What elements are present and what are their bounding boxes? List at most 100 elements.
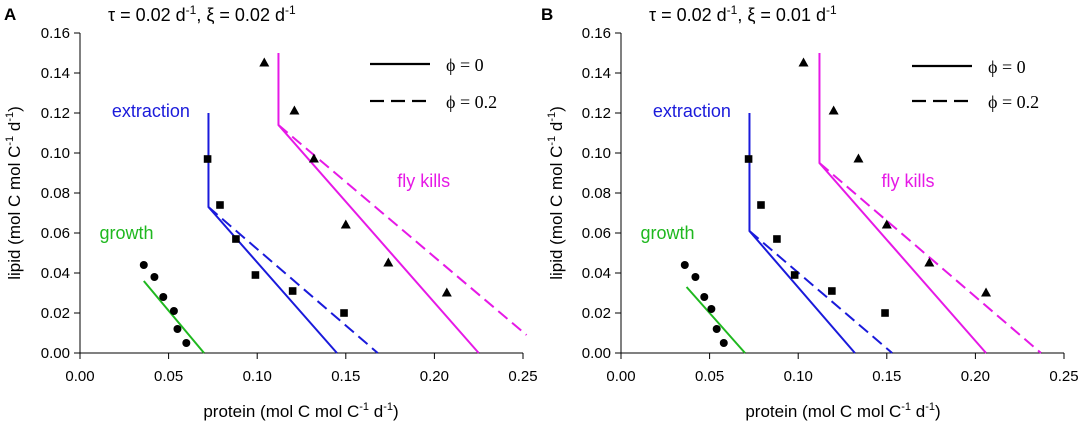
- x-tick-label: 0.05: [154, 368, 183, 385]
- annotation-label: extraction: [112, 101, 190, 121]
- data-point-circle: [691, 273, 700, 281]
- data-point-square: [744, 155, 753, 163]
- data-point-circle: [182, 339, 191, 347]
- y-tick-label: 0.06: [582, 225, 611, 242]
- x-tick-label: 0.00: [606, 368, 635, 385]
- legend-label: ϕ = 0.2: [988, 92, 1039, 112]
- series-line: [818, 162, 1042, 354]
- x-tick-label: 0.25: [1049, 368, 1078, 385]
- data-point-triangle: [881, 219, 892, 229]
- data-point-triangle: [924, 257, 935, 267]
- data-point-square: [232, 235, 240, 243]
- y-axis-label-a: lipid (mol C mol C-1 d-1): [4, 106, 24, 280]
- y-tick-label: 0.02: [582, 305, 611, 322]
- y-tick-label: 0.02: [41, 305, 70, 322]
- annotation-label: growth: [99, 223, 153, 243]
- data-point-circle: [139, 261, 148, 269]
- y-tick-label: 0.00: [582, 345, 611, 362]
- x-tick-label: 0.10: [243, 368, 272, 385]
- y-tick-label: 0.10: [582, 145, 611, 162]
- x-tick-label: 0.10: [784, 368, 813, 385]
- data-point-square: [216, 201, 224, 209]
- x-axis-label-a: protein (mol C mol C-1 d-1): [203, 401, 398, 421]
- y-tick-label: 0.06: [41, 225, 70, 242]
- data-point-circle: [173, 325, 182, 333]
- y-tick-label: 0.14: [582, 65, 611, 82]
- y-tick-label: 0.16: [41, 25, 70, 42]
- series-line: [748, 113, 856, 354]
- panel-label-b: B: [541, 5, 553, 24]
- series-line: [207, 113, 338, 354]
- y-tick-label: 0.08: [41, 185, 70, 202]
- series-line: [818, 53, 987, 354]
- x-tick-label: 0.20: [961, 368, 990, 385]
- y-axis-label-b: lipid (mol C mol C-1 d-1): [546, 106, 566, 280]
- series-line: [207, 206, 379, 354]
- x-tick-label: 0.05: [695, 368, 724, 385]
- data-point-circle: [707, 305, 716, 313]
- data-point-square: [251, 271, 260, 279]
- x-tick-label: 0.00: [65, 368, 94, 385]
- y-tick-label: 0.14: [41, 65, 70, 82]
- x-tick-label: 0.25: [508, 368, 537, 385]
- x-tick-label: 0.20: [420, 368, 449, 385]
- data-point-triangle: [308, 153, 319, 163]
- data-point-square: [203, 155, 212, 163]
- data-point-square: [828, 287, 836, 295]
- legend-b: ϕ = 0 ϕ = 0.2: [912, 57, 1039, 112]
- annotation-label: fly kills: [397, 171, 450, 191]
- y-tick-label: 0.12: [41, 105, 70, 122]
- series-line: [685, 286, 746, 354]
- panel-b: B τ = 0.02 d-1, ξ = 0.01 d-1 protein (mo…: [541, 3, 1079, 421]
- legend-label: ϕ = 0: [988, 57, 1026, 77]
- data-point-triangle: [340, 219, 351, 229]
- data-point-triangle: [383, 257, 394, 267]
- series-line: [277, 124, 528, 336]
- data-point-triangle: [828, 105, 839, 115]
- annotation-label: growth: [640, 223, 694, 243]
- data-point-circle: [680, 261, 689, 269]
- x-tick-label: 0.15: [872, 368, 901, 385]
- plot-area: 0.00 0.02 0.04 0.06 0.08 0.10 0.12 0.14 0.16 0.00…: [41, 25, 538, 385]
- data-point-circle: [159, 293, 168, 301]
- data-point-circle: [712, 325, 721, 333]
- y-tick-label: 0.12: [582, 105, 611, 122]
- series-line: [748, 230, 893, 354]
- data-point-square: [340, 309, 348, 317]
- y-tick-label: 0.16: [582, 25, 611, 42]
- data-point-circle: [719, 339, 728, 347]
- x-tick-label: 0.15: [331, 368, 360, 385]
- data-point-circle: [169, 307, 178, 315]
- data-point-triangle: [853, 153, 864, 163]
- data-point-triangle: [981, 287, 992, 297]
- y-tick-label: 0.08: [582, 185, 611, 202]
- y-tick-label: 0.10: [41, 145, 70, 162]
- legend-a: ϕ = 0 ϕ = 0.2: [370, 55, 497, 112]
- panel-title-a: τ = 0.02 d-1, ξ = 0.02 d-1: [108, 3, 296, 25]
- data-point-triangle: [289, 105, 300, 115]
- x-axis-label-b: protein (mol C mol C-1 d-1): [745, 401, 940, 421]
- panel-label-a: A: [4, 5, 16, 24]
- annotation-label: fly kills: [881, 171, 934, 191]
- annotation-label: extraction: [653, 101, 731, 121]
- data-point-square: [881, 309, 889, 317]
- panel-a: A τ = 0.02 d-1, ξ = 0.02 d-1 protein (mo…: [4, 3, 538, 421]
- data-point-triangle: [441, 287, 452, 297]
- data-point-circle: [700, 293, 709, 301]
- data-point-square: [790, 271, 799, 279]
- data-point-triangle: [798, 57, 809, 67]
- series-line: [143, 280, 205, 354]
- data-point-square: [288, 287, 297, 295]
- plot-area: 0.00 0.02 0.04 0.06 0.08 0.10 0.12 0.14 0.16 0.00…: [582, 25, 1079, 385]
- y-tick-label: 0.04: [41, 265, 70, 282]
- y-tick-label: 0.00: [41, 345, 70, 362]
- data-point-square: [757, 201, 765, 209]
- data-point-square: [773, 235, 781, 243]
- data-point-triangle: [259, 57, 270, 67]
- panel-title-b: τ = 0.02 d-1, ξ = 0.01 d-1: [649, 3, 837, 25]
- legend-label: ϕ = 0: [446, 55, 484, 75]
- legend-label: ϕ = 0.2: [446, 92, 497, 112]
- data-point-circle: [150, 273, 159, 281]
- y-tick-label: 0.04: [582, 265, 611, 282]
